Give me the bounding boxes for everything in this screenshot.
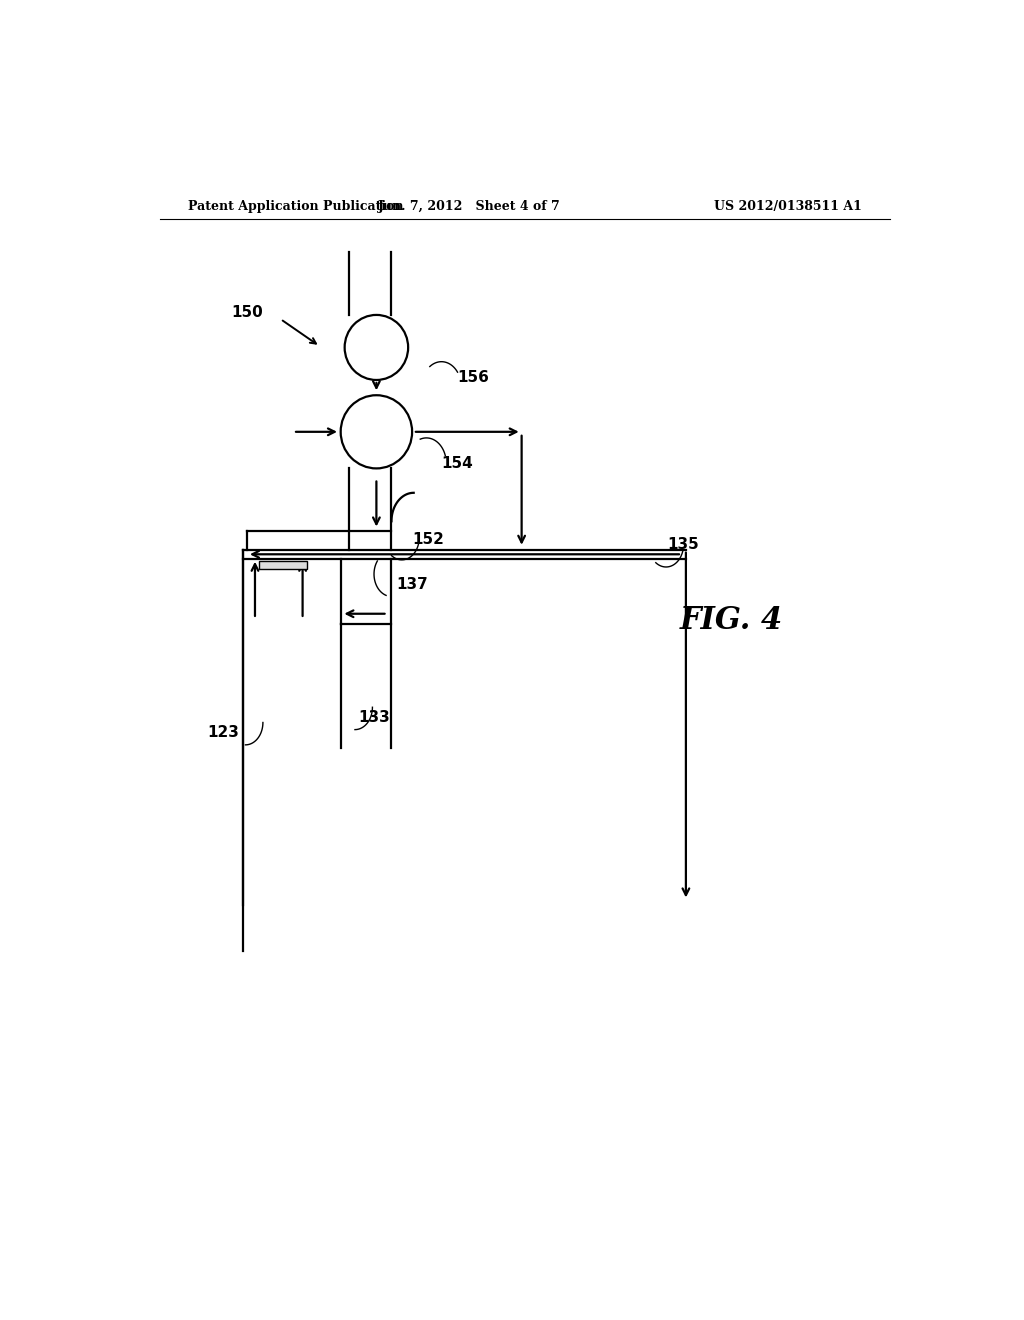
Text: 137: 137	[396, 577, 428, 591]
Text: 152: 152	[412, 532, 444, 546]
Text: 123: 123	[207, 725, 240, 741]
Bar	[259, 561, 306, 569]
Text: US 2012/0138511 A1: US 2012/0138511 A1	[714, 199, 862, 213]
Text: 150: 150	[231, 305, 263, 321]
Text: Jun. 7, 2012   Sheet 4 of 7: Jun. 7, 2012 Sheet 4 of 7	[378, 199, 560, 213]
Text: 133: 133	[358, 710, 390, 725]
Text: 156: 156	[458, 371, 489, 385]
Text: Patent Application Publication: Patent Application Publication	[187, 199, 403, 213]
Text: FIG. 4: FIG. 4	[680, 606, 782, 636]
Text: 135: 135	[668, 537, 699, 552]
Text: 154: 154	[441, 455, 473, 471]
